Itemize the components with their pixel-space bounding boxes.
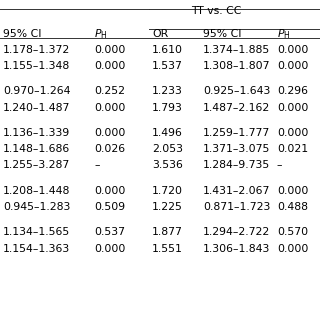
Text: 1.284–9.735: 1.284–9.735 (203, 160, 270, 171)
Text: 0.000: 0.000 (277, 244, 308, 254)
Text: 1.154–1.363: 1.154–1.363 (3, 244, 70, 254)
Text: 0.509: 0.509 (94, 202, 125, 212)
Text: 1.793: 1.793 (152, 102, 183, 113)
Text: 0.000: 0.000 (94, 44, 126, 55)
Text: 1.610: 1.610 (152, 44, 183, 55)
Text: $P_\mathrm{H}$: $P_\mathrm{H}$ (277, 27, 290, 41)
Text: 0.000: 0.000 (94, 61, 126, 71)
Text: 0.000: 0.000 (277, 44, 308, 55)
Text: 0.945–1.283: 0.945–1.283 (3, 202, 71, 212)
Text: 1.308–1.807: 1.308–1.807 (203, 61, 271, 71)
Text: 1.374–1.885: 1.374–1.885 (203, 44, 270, 55)
Text: $P_\mathrm{H}$: $P_\mathrm{H}$ (94, 27, 108, 41)
Text: TT vs. CC: TT vs. CC (191, 6, 241, 16)
Text: –: – (94, 160, 100, 171)
Text: 1.496: 1.496 (152, 128, 183, 138)
Text: 2.053: 2.053 (152, 144, 183, 154)
Text: 0.000: 0.000 (94, 128, 126, 138)
Text: 0.970–1.264: 0.970–1.264 (3, 86, 71, 96)
Text: 1.877: 1.877 (152, 227, 183, 237)
Text: 95% CI: 95% CI (203, 28, 242, 39)
Text: 1.551: 1.551 (152, 244, 183, 254)
Text: 0.296: 0.296 (277, 86, 308, 96)
Text: 0.925–1.643: 0.925–1.643 (203, 86, 271, 96)
Text: 1.178–1.372: 1.178–1.372 (3, 44, 70, 55)
Text: 1.155–1.348: 1.155–1.348 (3, 61, 70, 71)
Text: 1.134–1.565: 1.134–1.565 (3, 227, 70, 237)
Text: 3.536: 3.536 (152, 160, 183, 171)
Text: 0.000: 0.000 (94, 186, 126, 196)
Text: 0.871–1.723: 0.871–1.723 (203, 202, 271, 212)
Text: 1.225: 1.225 (152, 202, 183, 212)
Text: 0.488: 0.488 (277, 202, 308, 212)
Text: 1.720: 1.720 (152, 186, 183, 196)
Text: 0.570: 0.570 (277, 227, 308, 237)
Text: 0.000: 0.000 (94, 102, 126, 113)
Text: 1.371–3.075: 1.371–3.075 (203, 144, 271, 154)
Text: OR: OR (152, 28, 168, 39)
Text: 1.208–1.448: 1.208–1.448 (3, 186, 71, 196)
Text: 1.306–1.843: 1.306–1.843 (203, 244, 271, 254)
Text: 0.026: 0.026 (94, 144, 125, 154)
Text: 0.000: 0.000 (277, 61, 308, 71)
Text: 1.240–1.487: 1.240–1.487 (3, 102, 71, 113)
Text: 1.148–1.686: 1.148–1.686 (3, 144, 70, 154)
Text: 0.000: 0.000 (94, 244, 126, 254)
Text: 0.000: 0.000 (277, 128, 308, 138)
Text: 0.537: 0.537 (94, 227, 125, 237)
Text: 1.259–1.777: 1.259–1.777 (203, 128, 270, 138)
Text: 1.136–1.339: 1.136–1.339 (3, 128, 70, 138)
Text: 1.487–2.162: 1.487–2.162 (203, 102, 270, 113)
Text: 0.000: 0.000 (277, 186, 308, 196)
Text: 95% CI: 95% CI (3, 28, 42, 39)
Text: –: – (277, 160, 282, 171)
Text: 1.537: 1.537 (152, 61, 183, 71)
Text: 1.294–2.722: 1.294–2.722 (203, 227, 270, 237)
Text: 0.021: 0.021 (277, 144, 308, 154)
Text: 1.233: 1.233 (152, 86, 183, 96)
Text: 1.255–3.287: 1.255–3.287 (3, 160, 70, 171)
Text: 0.000: 0.000 (277, 102, 308, 113)
Text: 0.252: 0.252 (94, 86, 125, 96)
Text: 1.431–2.067: 1.431–2.067 (203, 186, 271, 196)
